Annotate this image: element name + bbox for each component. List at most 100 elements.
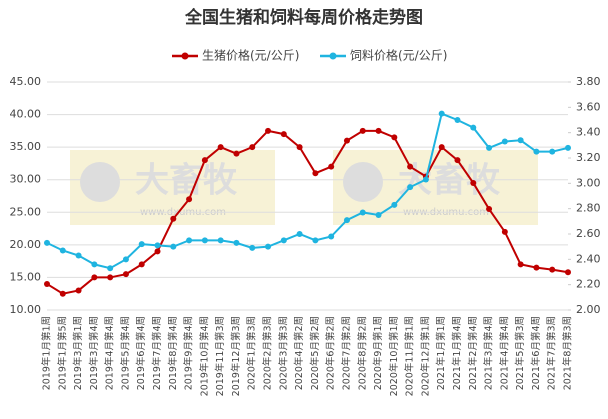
point	[533, 264, 540, 271]
legend-marker	[329, 52, 337, 60]
y2-tick-label: 3.80	[576, 75, 601, 88]
y-tick-label: 30.00	[10, 173, 42, 186]
watermark-text: 大畜牧	[135, 161, 238, 201]
point	[375, 212, 382, 218]
x-tick-label: 2021年1月第4周	[451, 316, 463, 390]
x-tick-label: 2019年1月第1周	[41, 316, 53, 390]
x-tick-label: 2020年8月第2周	[356, 316, 368, 390]
point	[375, 127, 382, 134]
point	[186, 196, 193, 203]
point	[170, 243, 177, 250]
point	[59, 247, 66, 254]
x-tick-label: 2019年9月第4周	[183, 316, 195, 390]
y-tick-label: 45.00	[10, 75, 42, 88]
point	[249, 144, 256, 151]
x-tick-label: 2021年4月第4周	[498, 316, 510, 390]
point	[359, 127, 366, 134]
y-tick-label: 10.00	[10, 303, 42, 316]
x-tick-label: 2019年3月第4周	[88, 316, 100, 390]
point	[517, 261, 524, 268]
point	[470, 179, 477, 186]
x-tick-label: 2020年3月第3周	[277, 316, 289, 390]
x-tick-label: 2020年2月第3周	[262, 316, 274, 390]
point	[501, 138, 508, 145]
point	[549, 266, 556, 273]
point	[280, 237, 287, 244]
x-tick-label: 2019年4月第4周	[104, 316, 116, 390]
y2-tick-label: 2.80	[576, 202, 601, 215]
x-tick-label: 2020年1月第3周	[246, 316, 258, 390]
point	[422, 176, 429, 183]
point	[233, 150, 240, 157]
point	[107, 265, 114, 272]
point	[343, 217, 350, 224]
x-tick-label: 2019年10月第4周	[198, 316, 210, 396]
y2-tick-label: 2.20	[576, 278, 601, 291]
x-tick-label: 2021年3月第4周	[483, 316, 495, 390]
point	[75, 252, 82, 259]
point	[454, 157, 461, 164]
series-line	[46, 112, 569, 270]
point	[91, 261, 98, 268]
series-line	[46, 129, 569, 295]
x-tick-label: 2019年6月第4周	[135, 316, 147, 390]
point	[343, 137, 350, 144]
point	[217, 237, 224, 244]
point	[328, 233, 335, 240]
point	[296, 144, 303, 151]
x-tick-label: 2020年12月第1周	[419, 316, 431, 396]
y2-tick-label: 2.00	[576, 303, 601, 316]
point	[312, 170, 319, 177]
point	[233, 239, 240, 246]
y2-tick-label: 2.60	[576, 227, 601, 240]
x-tick-label: 2020年11月第1周	[404, 316, 416, 396]
x-tick-label: 2019年3月第1周	[72, 316, 84, 390]
x-tick-label: 2019年5月第4周	[119, 316, 131, 390]
x-tick-label: 2019年12月第3周	[230, 316, 242, 396]
x-tick-label: 2020年4月第2周	[293, 316, 305, 390]
x-tick-label: 2020年7月第2周	[340, 316, 352, 390]
x-tick-label: 2020年9月第1周	[372, 316, 384, 390]
y-tick-label: 20.00	[10, 238, 42, 251]
point	[312, 237, 319, 244]
x-tick-label: 2021年1月第1周	[435, 316, 447, 390]
y-tick-label: 40.00	[10, 108, 42, 121]
point	[454, 117, 461, 123]
point	[438, 144, 445, 151]
point	[438, 110, 445, 117]
point	[407, 163, 414, 170]
x-tick-label: 2019年11月第3周	[214, 316, 226, 396]
point	[470, 124, 477, 131]
y2-tick-label: 2.40	[576, 252, 601, 265]
point	[533, 148, 540, 155]
point	[138, 241, 145, 248]
x-tick-label: 2021年6月第4周	[530, 316, 542, 390]
point	[122, 271, 129, 278]
point	[265, 127, 272, 134]
legend-label: 饲料价格(元/公斤)	[350, 48, 447, 63]
y2-tick-label: 3.00	[576, 176, 601, 189]
y2-tick-label: 3.20	[576, 151, 601, 164]
point	[59, 290, 66, 297]
point	[44, 280, 50, 287]
point	[217, 144, 224, 151]
y-tick-label: 35.00	[10, 140, 42, 153]
legend-marker	[181, 52, 189, 60]
point	[154, 248, 161, 255]
watermark-logo	[343, 162, 383, 202]
y-tick-label: 15.00	[10, 270, 42, 283]
point	[359, 209, 366, 216]
point	[486, 206, 493, 213]
x-tick-label: 2019年8月第4周	[167, 316, 179, 390]
point	[201, 157, 208, 164]
point	[280, 131, 287, 138]
point	[107, 274, 114, 281]
x-tick-label: 2019年7月第4周	[151, 316, 163, 390]
point	[391, 134, 398, 141]
y-tick-label: 25.00	[10, 205, 42, 218]
x-tick-label: 2020年6月第2周	[325, 316, 337, 390]
point	[391, 201, 398, 208]
x-tick-label: 2021年7月第3周	[546, 316, 558, 390]
x-tick-label: 2020年10月第1周	[388, 316, 400, 396]
